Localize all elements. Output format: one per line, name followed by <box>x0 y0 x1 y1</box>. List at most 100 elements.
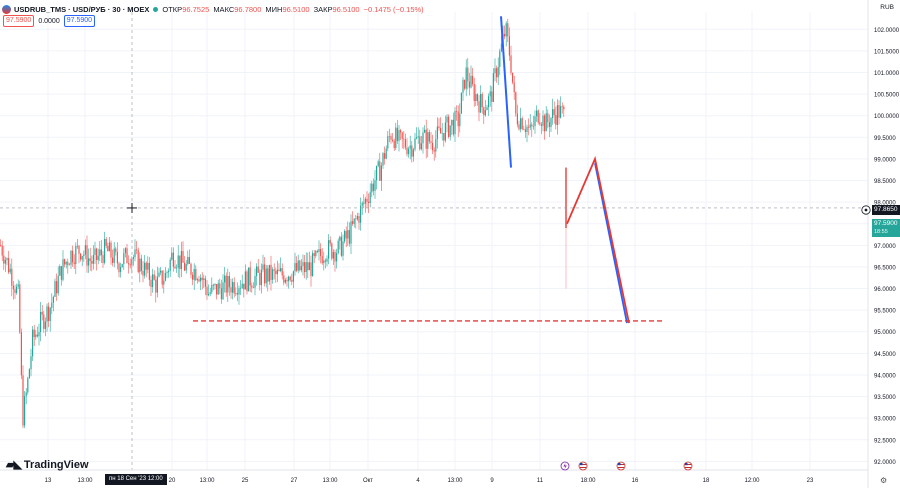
price-tick-label: 98.0000 <box>874 201 896 207</box>
candle-body <box>153 274 155 280</box>
candle-body <box>54 281 56 297</box>
candle-body <box>542 115 544 126</box>
candle-body <box>400 130 402 133</box>
candle-body <box>475 94 477 101</box>
candle-body <box>505 23 507 37</box>
candle-body <box>496 68 498 78</box>
candle-body <box>14 289 16 293</box>
time-tick-label: 13:00 <box>322 478 338 484</box>
candle-body <box>540 124 542 126</box>
price-tick-label: 95.0000 <box>874 330 896 336</box>
candle-body <box>283 275 285 283</box>
red-projection-line <box>566 155 630 324</box>
candle-body <box>9 268 11 273</box>
flash-event-icon[interactable] <box>560 461 570 471</box>
candle-body <box>340 236 342 256</box>
candle-body <box>371 183 373 193</box>
symbol-title[interactable]: USDRUB_TMS · USD/РУБ · 30 · MOEX <box>14 4 150 14</box>
price-axis[interactable]: 102.0000 101.5000 101.0000 100.5000 100.0000… <box>867 0 900 488</box>
candle-body <box>292 271 294 282</box>
candle-body <box>308 262 310 271</box>
low-label: МИН <box>265 4 283 14</box>
candle-body <box>366 198 368 202</box>
candle-body <box>376 165 378 181</box>
candle-body <box>265 268 267 284</box>
spread-value: 0.0000 <box>38 17 60 25</box>
time-tick-label: 16 <box>632 478 639 484</box>
candle-body <box>392 139 394 141</box>
candle-body <box>432 142 434 151</box>
candle-body <box>76 245 78 247</box>
candle-body <box>192 274 194 280</box>
candle-body <box>264 264 266 284</box>
candle-body <box>206 286 208 296</box>
time-tick-label: 23 <box>807 478 814 484</box>
candle-body <box>27 378 29 393</box>
candle-body <box>212 284 214 286</box>
open-value: 96.7525 <box>182 4 210 14</box>
candle-body <box>91 260 93 264</box>
candle-body <box>310 262 312 277</box>
blue-trend-line <box>500 16 512 168</box>
candle-body <box>408 148 410 155</box>
candle-body <box>561 106 563 107</box>
candle-body <box>164 273 166 281</box>
candle-body <box>140 258 142 271</box>
candle-body <box>187 256 189 265</box>
candle-body <box>121 264 123 268</box>
eye-icon[interactable] <box>861 205 871 215</box>
candle-body <box>334 252 336 262</box>
blue-projection-line <box>594 163 628 324</box>
candle-body <box>520 118 522 130</box>
candle-body <box>428 132 430 142</box>
candle-body <box>281 268 283 276</box>
event-markers[interactable] <box>560 461 693 471</box>
candle-body <box>139 258 141 273</box>
currency-label[interactable]: RUB <box>880 4 894 11</box>
candle-body <box>102 255 104 263</box>
candle-body <box>81 256 83 260</box>
candle-body <box>214 283 216 286</box>
candle-body <box>337 240 339 254</box>
time-tick-label: 12:00 <box>744 478 760 484</box>
candle-body <box>3 255 5 264</box>
candle-body <box>304 262 306 272</box>
chart-grid <box>0 12 868 470</box>
candle-body <box>217 283 219 295</box>
candle-body <box>401 132 403 139</box>
gear-icon[interactable]: ⚙ <box>880 476 888 485</box>
candle-body <box>80 253 82 260</box>
candle-body <box>473 84 475 101</box>
time-axis[interactable]: 13 13:00 20 13:00 25 27 13:00 Окт 4 13:00 9 11 18:00… <box>0 469 868 484</box>
candle-body <box>284 279 286 283</box>
us-flag-event-icon[interactable] <box>683 461 693 471</box>
candle-body <box>411 145 413 157</box>
candle-body <box>232 282 234 293</box>
candle-body <box>329 240 331 244</box>
bid-button[interactable]: 97.5900 <box>3 15 35 27</box>
candle-body <box>84 245 86 255</box>
candle-body <box>113 248 115 263</box>
candle-body <box>512 72 514 83</box>
price-tick-label: 96.0000 <box>874 287 896 293</box>
candle-body <box>470 75 472 88</box>
time-tick-label: 20 <box>169 478 176 484</box>
candle-body <box>364 198 366 204</box>
price-tick-label: 101.0000 <box>874 71 900 77</box>
candle-body <box>305 262 307 272</box>
candle-body <box>350 221 352 244</box>
ask-button[interactable]: 97.5900 <box>63 15 96 27</box>
us-flag-event-icon[interactable] <box>578 461 588 471</box>
candle-body <box>368 201 370 203</box>
candle-body <box>158 272 160 277</box>
price-tick-label: 99.0000 <box>874 157 896 163</box>
price-tick-label: 101.5000 <box>874 49 900 55</box>
flag-stripe <box>580 464 586 465</box>
us-flag-event-icon[interactable] <box>616 461 626 471</box>
time-tick-label: Окт <box>363 478 373 484</box>
candle-body <box>78 245 80 254</box>
candle-body <box>486 107 488 111</box>
time-tick-label: 13:00 <box>199 478 215 484</box>
candle-body <box>457 111 459 127</box>
